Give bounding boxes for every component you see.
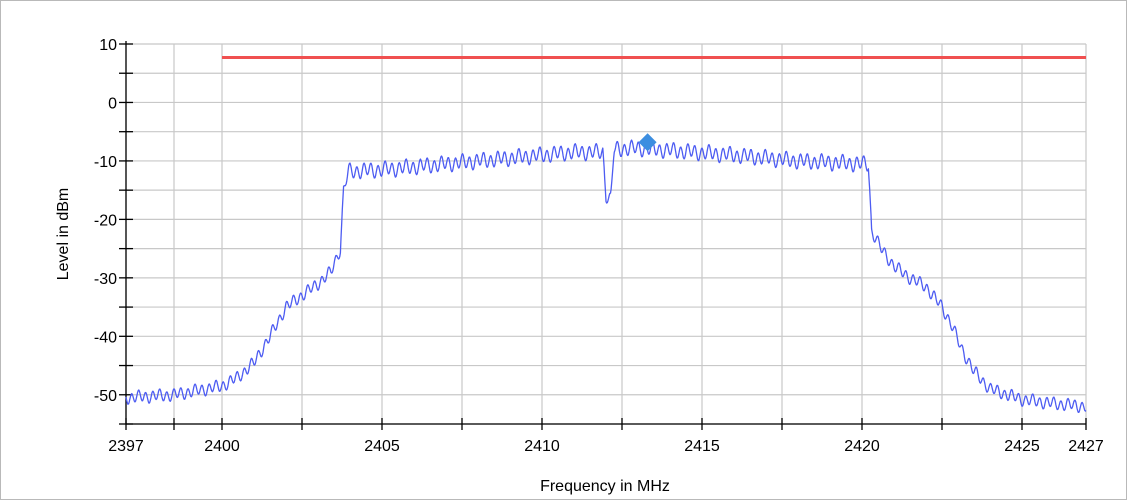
y-tick-label: -10 — [94, 154, 117, 171]
x-tick-label: 2400 — [204, 438, 240, 455]
series — [125, 139, 1087, 414]
y-tick-label: 0 — [108, 95, 117, 112]
x-tick-label: 2415 — [684, 438, 720, 455]
x-tick-label: 2425 — [1004, 438, 1040, 455]
overlay — [222, 55, 1086, 152]
y-tick-label: -30 — [94, 271, 117, 288]
y-tick-label: -50 — [94, 388, 117, 405]
y-tick-label: -20 — [94, 212, 117, 229]
ticks — [119, 43, 1087, 430]
y-tick-label: 10 — [99, 37, 117, 54]
x-tick-label: 2405 — [364, 438, 400, 455]
x-tick-label: 2397 — [108, 438, 144, 455]
x-tick-label: 2420 — [844, 438, 880, 455]
y-axis-title: Level in dBm — [55, 188, 72, 281]
x-tick-label: 2410 — [524, 438, 560, 455]
labels: 2397 2400 2405 2410 2415 2420 2425 2427 10 0 -10 -2… — [94, 37, 1104, 455]
peak-marker — [638, 133, 657, 152]
grid — [125, 43, 1087, 425]
axes — [125, 41, 1086, 425]
x-tick-label: 2427 — [1068, 438, 1104, 455]
y-tick-label: -40 — [94, 329, 117, 346]
spectrum-trace — [125, 139, 1087, 414]
x-axis-title: Frequency in MHz — [540, 478, 670, 495]
